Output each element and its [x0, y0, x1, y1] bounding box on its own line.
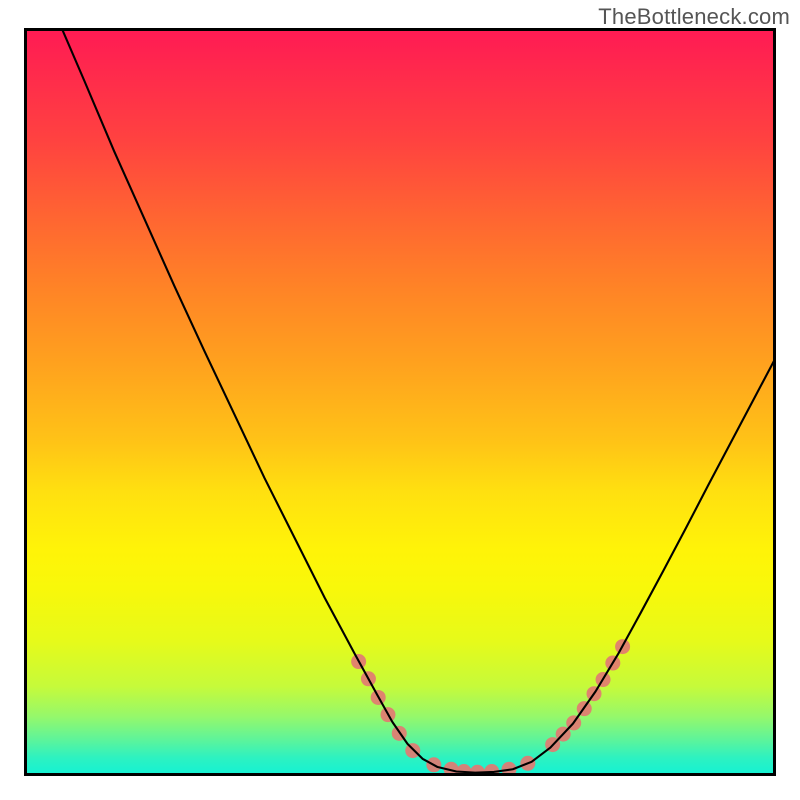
- plot-area: [24, 28, 776, 776]
- curve-svg: [24, 28, 776, 776]
- chart-container: TheBottleneck.com: [0, 0, 800, 800]
- data-marker: [484, 764, 499, 776]
- watermark-text: TheBottleneck.com: [598, 4, 790, 30]
- marker-group: [351, 639, 630, 776]
- bottleneck-curve: [62, 28, 776, 773]
- data-marker: [456, 764, 471, 776]
- data-marker: [470, 765, 485, 776]
